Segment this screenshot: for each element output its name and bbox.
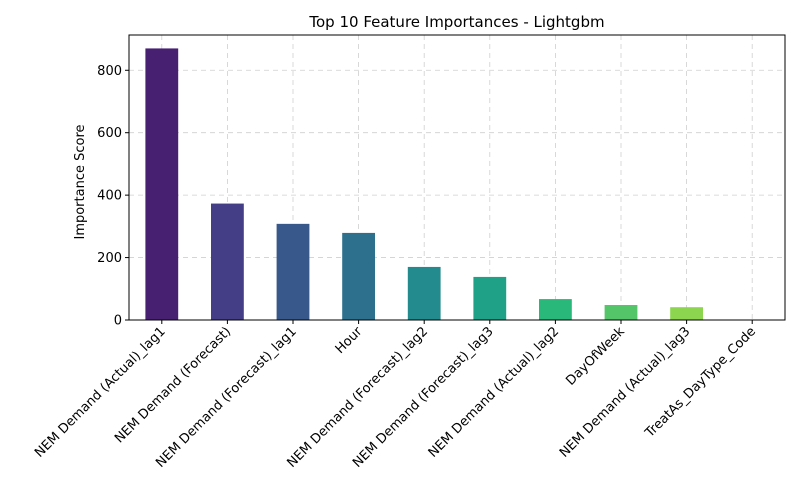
bar	[276, 223, 310, 320]
bar-layer	[145, 48, 703, 320]
x-tick-label: NEM Demand (Actual)_lag3	[557, 324, 693, 460]
x-tick-label: NEM Demand (Forecast)_lag1	[153, 324, 300, 471]
x-tick-label: DayOfWeek	[563, 324, 628, 389]
y-tick-label: 600	[97, 126, 122, 141]
bar	[670, 307, 703, 320]
x-tick-label: Hour	[333, 324, 366, 357]
bar	[539, 299, 572, 320]
bar	[473, 276, 507, 320]
y-tick-label: 400	[97, 189, 122, 204]
plot-frame	[128, 34, 786, 321]
bar	[145, 48, 179, 320]
x-tick-label: NEM Demand (Actual)_lag1	[32, 324, 168, 460]
bar	[342, 232, 375, 320]
x-tick-label: NEM Demand (Forecast)_lag3	[350, 324, 497, 471]
y-axis-label: Importance Score	[73, 124, 88, 239]
bar	[407, 266, 441, 320]
x-tick-label: NEM Demand (Actual)_lag2	[426, 324, 562, 460]
bar	[211, 203, 244, 320]
x-tick-label: TreatAs_DayType_Code	[642, 324, 759, 441]
bar	[604, 305, 638, 320]
y-tick-label: 800	[97, 64, 122, 79]
x-tick-label: NEM Demand (Forecast)_lag2	[284, 324, 431, 471]
y-tick-label: 0	[114, 314, 122, 329]
y-tick-label: 200	[97, 251, 122, 266]
y-ticks: 0 200 400 600 800	[97, 64, 129, 329]
chart-title: Top 10 Feature Importances - Lightgbm	[308, 13, 604, 31]
x-tick-label: NEM Demand (Forecast)	[112, 324, 234, 446]
